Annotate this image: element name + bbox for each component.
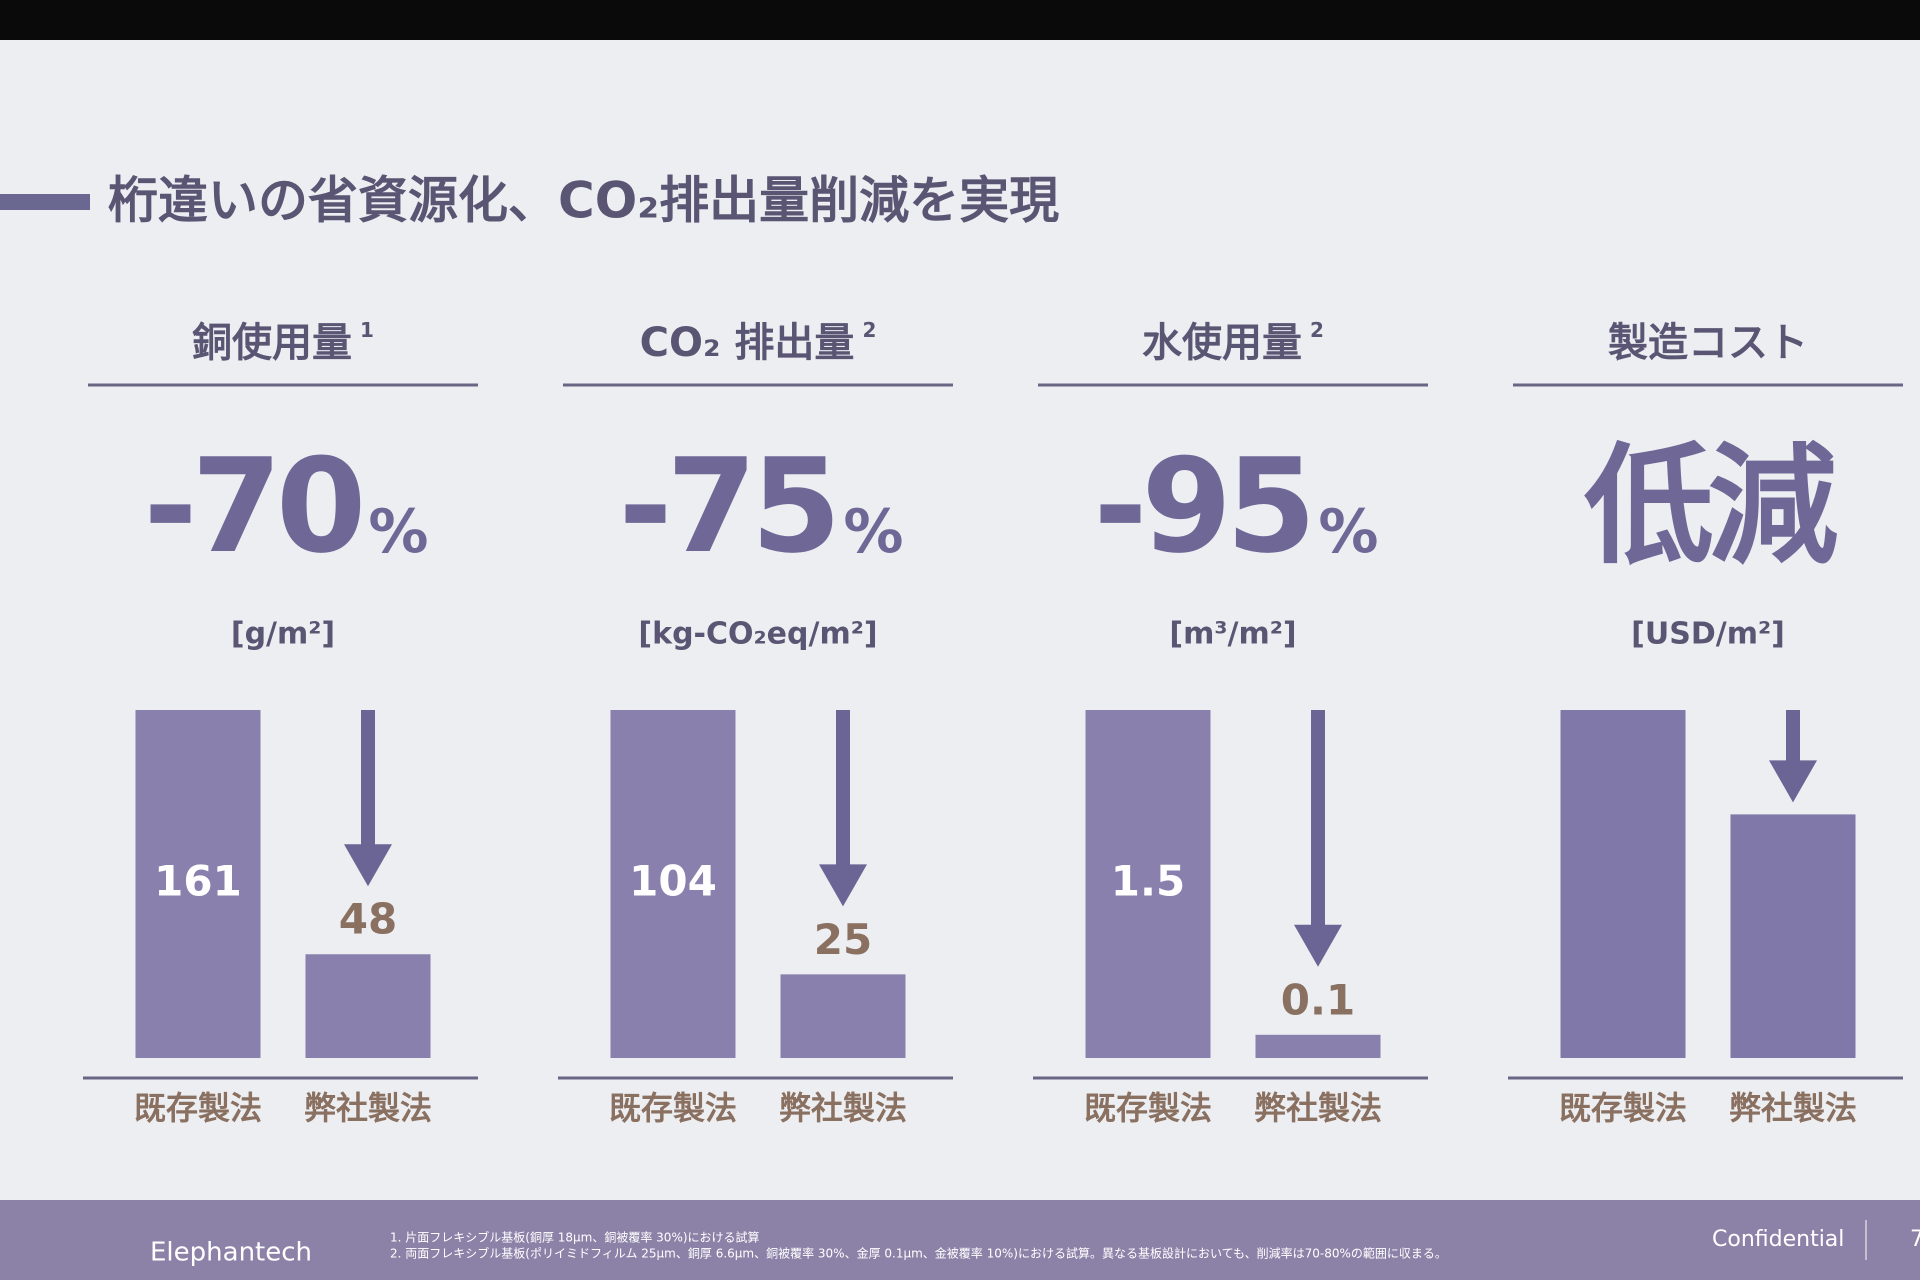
arrow-head: [819, 864, 867, 907]
headline-unit: %: [368, 497, 427, 567]
value-label: 25: [814, 915, 872, 964]
unit-label: [m³/m²]: [1169, 617, 1296, 652]
title-accent: [0, 194, 90, 210]
footnote: 1. 片面フレキシブル基板(銅厚 18µm、銅被覆率 30%)における試算: [390, 1230, 760, 1245]
unit-label: [g/m²]: [231, 617, 335, 652]
arrow-head: [1294, 924, 1342, 967]
category-label: 既存製法: [1559, 1089, 1687, 1127]
panel-title-text: 銅使用量: [192, 320, 352, 366]
category-label: 弊社製法: [1729, 1089, 1857, 1127]
panel-title: 製造コスト: [1608, 320, 1808, 366]
unit-label: [kg-CO₂eq/m²]: [638, 617, 877, 652]
headline-value: -75: [619, 430, 836, 582]
headline-unit: %: [843, 497, 902, 567]
bar: [1255, 1034, 1381, 1058]
note-mark: 2: [862, 318, 876, 342]
bar: [780, 974, 906, 1058]
bar: [305, 954, 431, 1058]
footnote: 2. 両面フレキシブル基板(ポリイミドフィルム 25µm、銅厚 6.6µm、銅被…: [390, 1246, 1447, 1261]
headline: -75%: [619, 430, 903, 582]
panel-title-text: CO₂ 排出量: [640, 320, 855, 366]
arrow-shaft: [836, 710, 850, 867]
arrow-shaft: [1786, 710, 1800, 763]
value-label: 48: [339, 895, 397, 944]
arrow-shaft: [1311, 710, 1325, 927]
arrow-head: [1769, 760, 1817, 803]
headline-value: -95: [1094, 430, 1311, 582]
panel-title-text: 水使用量: [1142, 320, 1302, 366]
value-label: 161: [154, 857, 242, 906]
confidential: Confidential: [1712, 1227, 1844, 1252]
value-label: 104: [629, 857, 717, 906]
panel-title: 水使用量 2: [1142, 318, 1324, 367]
bar: [1085, 710, 1211, 1058]
category-label: 弊社製法: [304, 1089, 432, 1127]
bar: [135, 710, 261, 1058]
panel-title-text: 製造コスト: [1608, 320, 1808, 366]
note-mark: 2: [1310, 318, 1324, 342]
headline-unit: %: [1318, 497, 1377, 567]
category-label: 既存製法: [1084, 1089, 1212, 1127]
footer-band: [0, 1200, 1920, 1280]
value-label: 1.5: [1111, 857, 1185, 906]
note-mark: 1: [360, 318, 374, 342]
value-label: 0.1: [1281, 975, 1355, 1024]
bar: [610, 710, 736, 1058]
unit-label: [USD/m²]: [1631, 617, 1785, 652]
headline-value: 低減: [1584, 430, 1837, 582]
bar: [1560, 710, 1686, 1058]
category-label: 弊社製法: [1254, 1089, 1382, 1127]
page-number: 7: [1910, 1227, 1920, 1252]
panel-title: CO₂ 排出量 2: [640, 318, 877, 367]
arrow-shaft: [361, 710, 375, 847]
headline-value: -70: [144, 430, 361, 582]
slide-title: 桁違いの省資源化、CO₂排出量削減を実現: [108, 172, 1059, 230]
panel-title: 銅使用量 1: [192, 318, 374, 367]
category-label: 既存製法: [609, 1089, 737, 1127]
arrow-head: [344, 844, 392, 887]
bar: [1730, 814, 1856, 1058]
ceiling: [0, 0, 1920, 40]
category-label: 弊社製法: [779, 1089, 907, 1127]
slide-background: [0, 40, 1920, 1280]
brand: Elephantech: [150, 1238, 312, 1268]
headline: 低減: [1584, 430, 1837, 582]
category-label: 既存製法: [134, 1089, 262, 1127]
